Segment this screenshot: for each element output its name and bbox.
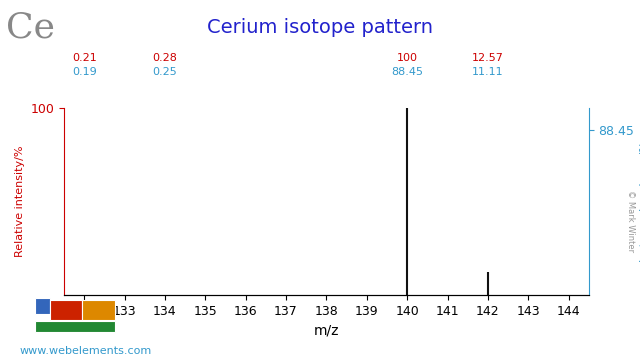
Bar	[49, 300, 82, 320]
Bar	[82, 300, 115, 320]
X-axis label: m/z: m/z	[314, 324, 339, 337]
Text: 0.25: 0.25	[152, 67, 177, 77]
Text: 12.57: 12.57	[472, 53, 504, 63]
Text: 88.45: 88.45	[391, 67, 423, 77]
Text: 100: 100	[397, 53, 418, 63]
Text: 0.28: 0.28	[152, 53, 177, 63]
Text: Ce: Ce	[6, 11, 56, 45]
Text: © Mark Winter: © Mark Winter	[626, 190, 635, 252]
Text: 0.19: 0.19	[72, 67, 97, 77]
Bar	[35, 298, 49, 314]
Text: 0.21: 0.21	[72, 53, 97, 63]
Bar	[35, 321, 115, 332]
Text: 11.11: 11.11	[472, 67, 504, 77]
Text: Cerium isotope pattern: Cerium isotope pattern	[207, 18, 433, 37]
Text: www.webelements.com: www.webelements.com	[19, 346, 152, 356]
Y-axis label: Relative intensity/%: Relative intensity/%	[15, 146, 25, 257]
